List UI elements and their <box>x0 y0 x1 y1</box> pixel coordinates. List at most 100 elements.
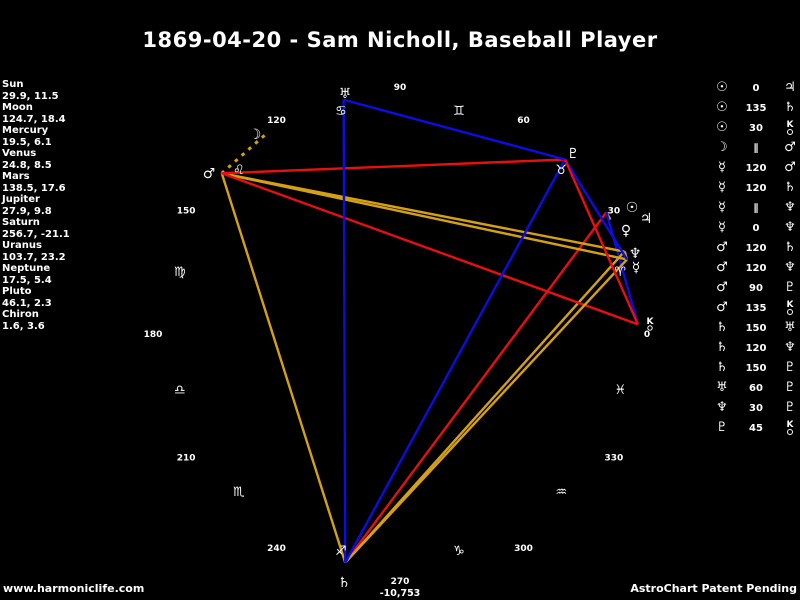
aspect-row: ☉ 0 ♃ <box>713 78 799 98</box>
planet-symbol: ☉ <box>716 100 728 115</box>
planet-symbol: ♆ <box>784 200 796 215</box>
zodiac-sign-icon-taurus: ♉ <box>555 163 567 178</box>
planet-coordinates: 103.7, 23.2 <box>2 251 66 263</box>
aspect-row: ☿ ∥ ♆ <box>713 198 799 218</box>
zodiac-sign-icon-aquarius: ♒ <box>555 485 567 500</box>
aspect-angle: ∥ <box>753 142 759 154</box>
planet-coordinates: 138.5, 17.6 <box>2 182 66 194</box>
planet-row: Neptune 17.5, 5.4 <box>2 263 70 286</box>
planet-glyph-pluto-icon: ♇ <box>567 146 580 162</box>
zodiac-sign-icon-aries: ♈ <box>614 265 626 280</box>
zodiac-sign-icon-capricorn: ♑ <box>453 544 465 559</box>
degree-label-270: 270 <box>391 577 410 587</box>
planet-symbol: ♂ <box>784 160 796 175</box>
aspect-angle: 120 <box>745 242 767 254</box>
planet-symbol: ♅ <box>784 320 796 335</box>
planet-symbol: ♆ <box>784 260 796 275</box>
aspect-line-moon-mars <box>220 134 266 175</box>
planet-symbol: ♄ <box>784 180 796 195</box>
aspect-row: ♅ 60 ♇ <box>713 378 799 398</box>
degree-label-150: 150 <box>177 207 196 217</box>
chart-score-annotation: -10,753 <box>380 588 421 599</box>
patent-branding-text: AstroChart Patent Pending <box>630 582 797 595</box>
planet-symbol: ♄ <box>716 340 728 355</box>
planet-coordinates: 19.5, 6.1 <box>2 136 52 148</box>
planet-symbol: ♂ <box>716 260 728 275</box>
aspect-row: ☉ 30 K <box>713 118 799 138</box>
aspect-row: ♄ 150 ♇ <box>713 358 799 378</box>
aspect-angle: 120 <box>745 342 767 354</box>
planet-symbol: ☽ <box>716 140 728 155</box>
degree-label-120: 120 <box>267 116 286 126</box>
planet-coordinates: 124.7, 18.4 <box>2 113 66 125</box>
planet-symbol: ♄ <box>716 320 728 335</box>
zodiac-sign-icon-cancer: ♋ <box>335 104 347 119</box>
planet-name: Pluto <box>2 286 32 297</box>
planet-row: Moon 124.7, 18.4 <box>2 102 70 125</box>
planet-symbol: ♂ <box>716 240 728 255</box>
planet-symbol: ♇ <box>784 280 796 295</box>
planet-symbol: ♂ <box>716 300 728 315</box>
planet-symbol: ☿ <box>718 200 726 215</box>
planet-name: Neptune <box>2 263 51 274</box>
planet-glyph-mars-icon: ♂ <box>203 166 216 182</box>
planet-symbol: ♃ <box>784 80 796 95</box>
zodiac-sign-icon-libra: ♎ <box>174 383 186 398</box>
aspect-line-mars-neptune <box>221 172 628 261</box>
zodiac-sign-icon-sagittarius: ♐ <box>335 544 347 559</box>
aspect-line-mars-pluto <box>221 158 566 175</box>
planet-name: Saturn <box>2 217 40 228</box>
planet-name: Jupiter <box>2 194 40 205</box>
planet-symbol: ♇ <box>716 420 728 435</box>
aspect-row: ☿ 120 ♂ <box>713 158 799 178</box>
aspect-row: ♇ 45 K <box>713 418 799 438</box>
planet-name: Sun <box>2 79 24 90</box>
aspect-line-uranus-pluto <box>343 98 566 161</box>
planet-coordinates: 1.6, 3.6 <box>2 320 45 332</box>
aspect-row: ☿ 120 ♄ <box>713 178 799 198</box>
chiron-symbol: K <box>781 121 799 135</box>
zodiac-sign-icon-scorpio: ♏ <box>233 485 245 500</box>
aspect-angle: 30 <box>749 122 763 134</box>
aspect-row: ☽ ∥ ♂ <box>713 138 799 158</box>
planet-symbol: ♂ <box>784 140 796 155</box>
aspect-angle: 120 <box>745 182 767 194</box>
planet-row: Venus 24.8, 8.5 <box>2 148 70 171</box>
planet-symbol: ☉ <box>716 120 728 135</box>
degree-label-60: 60 <box>517 116 530 126</box>
planet-positions-panel: Sun 29.9, 11.5 Moon 124.7, 18.4 Mercury … <box>2 79 70 332</box>
planet-name: Mars <box>2 171 30 182</box>
aspect-angle: 45 <box>749 422 763 434</box>
degree-label-330: 330 <box>605 454 624 464</box>
planet-glyph-uranus-icon: ♅ <box>339 86 352 102</box>
planet-glyph-venus-icon: ♀ <box>621 223 631 239</box>
planet-coordinates: 256.7, -21.1 <box>2 228 70 240</box>
planet-name: Moon <box>2 102 33 113</box>
planet-row: Pluto 46.1, 2.3 <box>2 286 70 309</box>
aspect-line-mars-chiron <box>221 172 639 326</box>
planet-row: Sun 29.9, 11.5 <box>2 79 70 102</box>
planet-name: Uranus <box>2 240 42 251</box>
aspect-angle: 150 <box>745 362 767 374</box>
aspect-angle: 0 <box>752 222 760 234</box>
planet-row: Uranus 103.7, 23.2 <box>2 240 70 263</box>
aspect-line-sun-saturn <box>344 211 608 564</box>
aspect-row: ♂ 120 ♄ <box>713 238 799 258</box>
planet-symbol: ☉ <box>716 80 728 95</box>
degree-label-30: 30 <box>608 207 621 217</box>
aspect-line-mars-saturn <box>220 172 347 563</box>
zodiac-sign-icon-pisces: ♓ <box>614 383 626 398</box>
planet-row: Chiron 1.6, 3.6 <box>2 309 70 332</box>
aspect-row: ♄ 120 ♆ <box>713 338 799 358</box>
aspect-row: ♆ 30 ♇ <box>713 398 799 418</box>
planet-symbol: ♅ <box>716 380 728 395</box>
aspect-line-neptune-pluto <box>564 158 629 261</box>
planet-glyph-jupiter-icon: ♃ <box>640 211 653 227</box>
planet-row: Jupiter 27.9, 9.8 <box>2 194 70 217</box>
planet-row: Mars 138.5, 17.6 <box>2 171 70 194</box>
planet-glyph-saturn-icon: ♄ <box>338 575 351 591</box>
website-link[interactable]: www.harmoniclife.com <box>3 582 145 595</box>
aspect-angle: ∥ <box>753 202 759 214</box>
aspect-angle: 0 <box>752 82 760 94</box>
